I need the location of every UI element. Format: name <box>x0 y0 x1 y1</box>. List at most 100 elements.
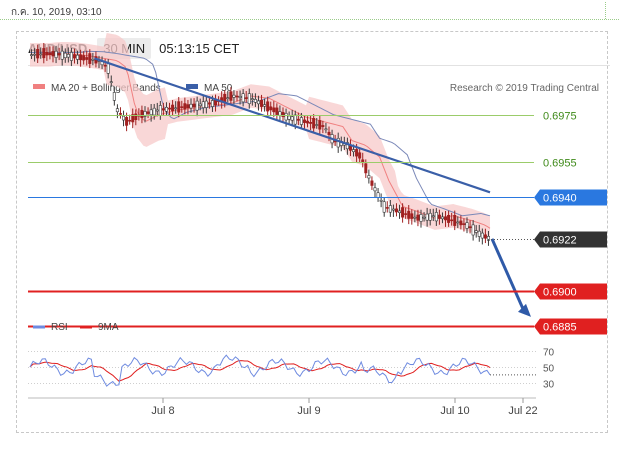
candle-body <box>336 137 340 148</box>
candle-body <box>413 216 417 219</box>
candle-body <box>146 111 150 114</box>
candle-body <box>85 57 89 60</box>
candle-body <box>312 118 316 129</box>
candle-body <box>232 94 236 98</box>
candle-body <box>60 50 64 60</box>
candle-body <box>352 149 356 153</box>
candle-body <box>379 199 383 202</box>
candle-body <box>168 107 172 110</box>
candle-body <box>76 54 80 60</box>
rsi-panel: 70 50 30 <box>28 348 555 391</box>
candle-body <box>364 163 368 174</box>
header-time: 05:13:15 CET <box>159 40 240 56</box>
date-bar: ก.ค. 10, 2019, 03:10 <box>0 0 619 22</box>
candle-body <box>462 223 466 225</box>
candle-body <box>382 201 386 213</box>
candle-body <box>88 53 92 64</box>
candle-body <box>115 108 119 113</box>
candle-body <box>287 115 291 120</box>
candle-body <box>260 99 264 107</box>
candle-body <box>195 100 199 111</box>
candle-body <box>345 142 349 150</box>
candle-body <box>434 212 438 222</box>
level-tag-bg <box>534 231 607 248</box>
ma20-legend-swatch <box>33 84 45 89</box>
x-axis: Jul 8 Jul 9 Jul 10 Jul 22 <box>151 398 538 417</box>
candle-body <box>174 107 178 110</box>
candle-body <box>483 234 487 239</box>
candle-body <box>419 214 423 222</box>
candle-body <box>143 111 147 117</box>
candle-body <box>266 101 270 112</box>
x-tick-label: Jul 10 <box>440 405 469 417</box>
candle-body <box>91 58 95 61</box>
candle-body <box>131 114 135 123</box>
level-tag-label: 0.6900 <box>543 287 577 299</box>
candle-body <box>477 230 481 237</box>
level-tag-label: 0.6922 <box>543 235 577 247</box>
candle-body <box>290 116 294 121</box>
candle-body <box>401 207 405 218</box>
candle-body <box>456 221 460 224</box>
candle-body <box>72 54 76 59</box>
candle-body <box>82 55 86 61</box>
candle-body <box>309 122 313 124</box>
ma9-legend-label: 9MA <box>98 322 119 333</box>
candle-body <box>63 52 67 58</box>
candle-body <box>459 220 463 226</box>
candle-body <box>278 111 282 116</box>
candle-body <box>306 120 310 124</box>
candle-body <box>235 95 239 98</box>
candle-body <box>155 109 159 112</box>
candle-body <box>388 205 392 213</box>
candle-body <box>416 214 420 221</box>
candle-body <box>33 53 37 56</box>
candle-body <box>180 106 184 108</box>
candle-body <box>112 92 116 101</box>
candle-body <box>422 216 426 219</box>
candle-body <box>118 113 122 115</box>
candle-body <box>57 53 61 56</box>
x-tick-label: Jul 9 <box>297 405 320 417</box>
candle-body <box>465 222 469 229</box>
candle-body <box>425 213 429 221</box>
candle-body <box>161 108 165 111</box>
candle-body <box>431 215 435 218</box>
candle-body <box>428 212 432 221</box>
candle-body <box>198 103 202 106</box>
level-tag-label: 0.6885 <box>543 322 577 334</box>
candle-body <box>183 103 187 110</box>
x-tick-label: Jul 22 <box>508 405 537 417</box>
level-tag-bg <box>534 318 607 335</box>
candle-body <box>391 208 395 211</box>
candle-body <box>284 113 288 121</box>
candle-body <box>42 48 46 59</box>
candle-body <box>69 52 73 61</box>
candle-body <box>250 98 254 100</box>
candle-body <box>437 214 441 219</box>
forecast-arrow-shaft <box>490 238 525 310</box>
candle-body <box>355 149 359 157</box>
candle-body <box>394 208 398 213</box>
candle-body <box>39 53 43 56</box>
ma50-legend-swatch <box>186 84 198 89</box>
candle-body <box>103 64 107 67</box>
candle-body <box>444 216 448 221</box>
ma20-line <box>30 53 491 229</box>
candle-body <box>486 236 490 241</box>
rsi-ma9-line <box>29 360 491 382</box>
level-tag-bg <box>534 189 607 206</box>
candle-body <box>367 175 371 179</box>
date-text: ก.ค. 10, 2019, 03:10 <box>11 7 102 18</box>
candle-body <box>158 105 162 116</box>
candle-body <box>122 115 126 121</box>
candle-body <box>263 104 267 107</box>
rsi-tick-label: 30 <box>543 380 555 391</box>
candle-body <box>404 213 408 215</box>
candle-body <box>480 232 484 239</box>
candle-body <box>109 81 113 83</box>
candle-body <box>299 117 303 125</box>
candle-body <box>275 107 279 115</box>
candle-body <box>204 100 208 108</box>
